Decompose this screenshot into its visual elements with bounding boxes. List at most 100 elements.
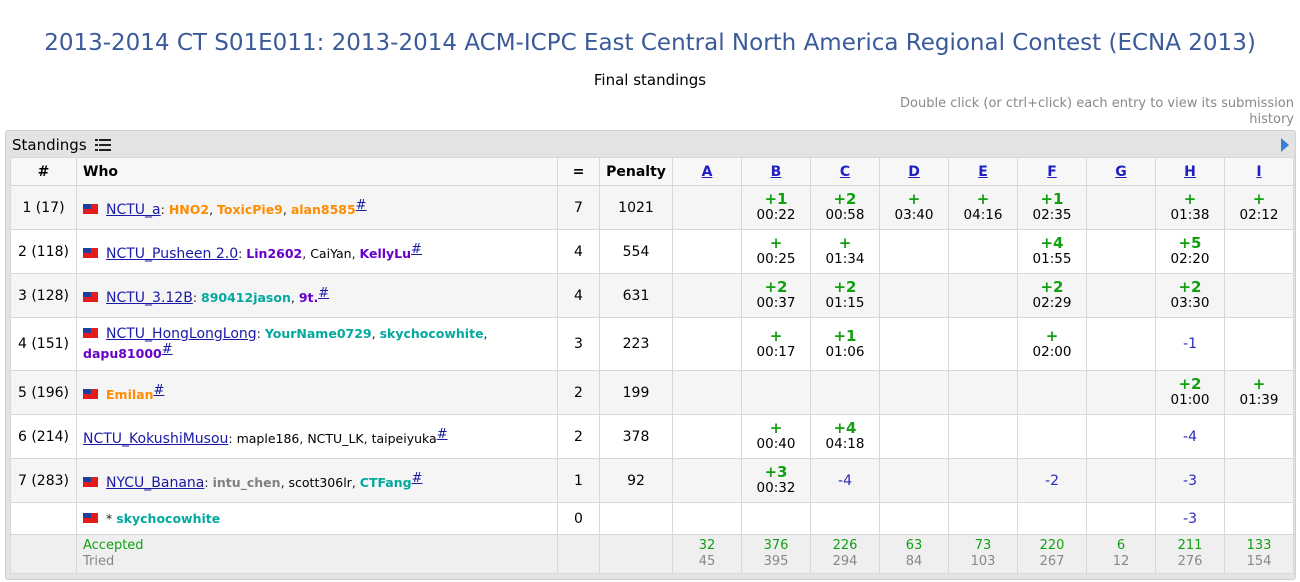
problem-cell[interactable]	[672, 185, 742, 230]
problem-cell[interactable]	[879, 273, 949, 318]
who-cell[interactable]: * skychocowhite	[76, 502, 558, 535]
member-name[interactable]: YourName0729	[264, 326, 372, 341]
problem-cell[interactable]: +1 02:35	[1017, 185, 1087, 230]
problem-cell[interactable]: +2 01:15	[810, 273, 880, 318]
team-link[interactable]: NCTU_3.12B	[106, 289, 193, 306]
member-name[interactable]: maple186	[236, 430, 300, 446]
problem-cell[interactable]	[1017, 414, 1087, 459]
history-link[interactable]: #	[411, 470, 423, 486]
problem-cell[interactable]: +00:17	[741, 317, 811, 371]
member-name[interactable]: 9t.	[298, 289, 319, 305]
table-row[interactable]: 4 (151) NCTU_HongLongLong: YourName0729, …	[10, 317, 1294, 371]
problem-cell[interactable]: -3	[1155, 458, 1225, 503]
member-name[interactable]: taipeiyuka	[371, 430, 437, 446]
who-cell[interactable]: NCTU_3.12B: 890412jason, 9t.#	[76, 273, 558, 318]
table-row[interactable]: 7 (283) NYCU_Banana: intu_chen, scott306l…	[10, 458, 1294, 503]
history-link[interactable]: #	[355, 197, 367, 213]
problem-cell[interactable]: +03:40	[879, 185, 949, 230]
problem-cell[interactable]: +01:38	[1155, 185, 1225, 230]
member-name[interactable]: CaiYan	[310, 245, 352, 261]
problem-cell[interactable]: -3	[1155, 502, 1225, 535]
who-cell[interactable]: NCTU_HongLongLong: YourName0729, skychoc…	[76, 317, 558, 371]
member-name[interactable]: skychocowhite	[379, 326, 484, 341]
problem-cell[interactable]: +01:34	[810, 229, 880, 274]
problem-cell[interactable]: -4	[1155, 414, 1225, 459]
history-link[interactable]: #	[318, 285, 330, 301]
problem-cell[interactable]	[1017, 502, 1087, 535]
problem-cell[interactable]	[810, 502, 880, 535]
problem-cell[interactable]: +4 01:55	[1017, 229, 1087, 274]
who-cell[interactable]: NYCU_Banana: intu_chen, scott306lr, CTFa…	[76, 458, 558, 503]
member-name[interactable]: scott306lr	[288, 474, 352, 490]
table-row[interactable]: 1 (17) NCTU_a: HNO2, ToxicPie9, alan8585#…	[10, 185, 1294, 230]
table-row[interactable]: 3 (128) NCTU_3.12B: 890412jason, 9t.# 4 631…	[10, 273, 1294, 318]
problem-f-link[interactable]: F	[1047, 163, 1057, 180]
problem-cell[interactable]: -4	[810, 458, 880, 503]
problem-cell[interactable]	[948, 502, 1018, 535]
member-name[interactable]: CTFang	[359, 474, 412, 490]
problem-cell[interactable]	[1224, 317, 1294, 371]
play-arrow-icon[interactable]	[1281, 138, 1289, 152]
problem-cell[interactable]: +00:40	[741, 414, 811, 459]
problem-cell[interactable]: +2 00:58	[810, 185, 880, 230]
problem-cell[interactable]: +04:16	[948, 185, 1018, 230]
problem-cell[interactable]: +02:00	[1017, 317, 1087, 371]
problem-i-link[interactable]: I	[1256, 163, 1262, 180]
problem-cell[interactable]: +01:39	[1224, 370, 1294, 415]
team-link[interactable]: NCTU_Pusheen 2.0	[106, 245, 239, 262]
member-name[interactable]: HNO2	[168, 201, 210, 217]
member-name[interactable]: Emilan	[106, 386, 154, 402]
member-name[interactable]: NCTU_LK	[307, 430, 364, 446]
problem-cell[interactable]	[879, 317, 949, 371]
problem-c-link[interactable]: C	[839, 163, 851, 180]
problem-cell[interactable]	[948, 458, 1018, 503]
problem-cell[interactable]: +2 01:00	[1155, 370, 1225, 415]
problem-cell[interactable]	[948, 414, 1018, 459]
problem-cell[interactable]	[1224, 458, 1294, 503]
problem-cell[interactable]	[810, 370, 880, 415]
problem-cell[interactable]: +5 02:20	[1155, 229, 1225, 274]
problem-cell[interactable]: +00:25	[741, 229, 811, 274]
problem-cell[interactable]: -2	[1017, 458, 1087, 503]
member-name[interactable]: 890412jason	[201, 289, 291, 305]
table-row[interactable]: 6 (214) NCTU_KokushiMusou: maple186, NCTU…	[10, 414, 1294, 459]
problem-cell[interactable]	[879, 370, 949, 415]
problem-g-link[interactable]: G	[1115, 163, 1127, 180]
who-cell[interactable]: Emilan#	[76, 370, 558, 415]
problem-cell[interactable]	[1224, 414, 1294, 459]
problem-cell[interactable]	[879, 502, 949, 535]
problem-cell[interactable]	[1086, 414, 1156, 459]
problem-d-link[interactable]: D	[908, 163, 920, 180]
problem-cell[interactable]	[948, 229, 1018, 274]
table-row[interactable]: 2 (118) NCTU_Pusheen 2.0: Lin2602, CaiYan…	[10, 229, 1294, 274]
problem-cell[interactable]	[1086, 317, 1156, 371]
problem-cell[interactable]	[672, 273, 742, 318]
problem-a-link[interactable]: A	[701, 163, 713, 180]
member-name[interactable]: intu_chen	[212, 474, 281, 490]
member-name[interactable]: KellyLu	[359, 245, 412, 261]
member-name[interactable]: Lin2602	[246, 245, 303, 261]
member-name[interactable]: alan8585	[290, 201, 356, 217]
problem-cell[interactable]	[948, 317, 1018, 371]
member-name[interactable]: skychocowhite	[116, 510, 221, 526]
team-link[interactable]: NCTU_a	[106, 201, 161, 218]
team-link[interactable]: NCTU_KokushiMusou	[83, 430, 229, 447]
problem-cell[interactable]	[879, 414, 949, 459]
who-cell[interactable]: NCTU_Pusheen 2.0: Lin2602, CaiYan, Kelly…	[76, 229, 558, 274]
problem-cell[interactable]	[879, 458, 949, 503]
problem-cell[interactable]	[1224, 502, 1294, 535]
problem-cell[interactable]	[1086, 185, 1156, 230]
problem-cell[interactable]	[948, 273, 1018, 318]
problem-cell[interactable]	[741, 502, 811, 535]
problem-cell[interactable]	[672, 229, 742, 274]
problem-cell[interactable]	[672, 414, 742, 459]
problem-cell[interactable]: +4 04:18	[810, 414, 880, 459]
problem-cell[interactable]: +2 00:37	[741, 273, 811, 318]
problem-cell[interactable]	[1086, 229, 1156, 274]
problem-cell[interactable]	[948, 370, 1018, 415]
list-icon[interactable]	[95, 138, 112, 152]
problem-b-link[interactable]: B	[770, 163, 782, 180]
problem-cell[interactable]: +3 00:32	[741, 458, 811, 503]
problem-cell[interactable]: +1 00:22	[741, 185, 811, 230]
problem-cell[interactable]: +2 02:29	[1017, 273, 1087, 318]
